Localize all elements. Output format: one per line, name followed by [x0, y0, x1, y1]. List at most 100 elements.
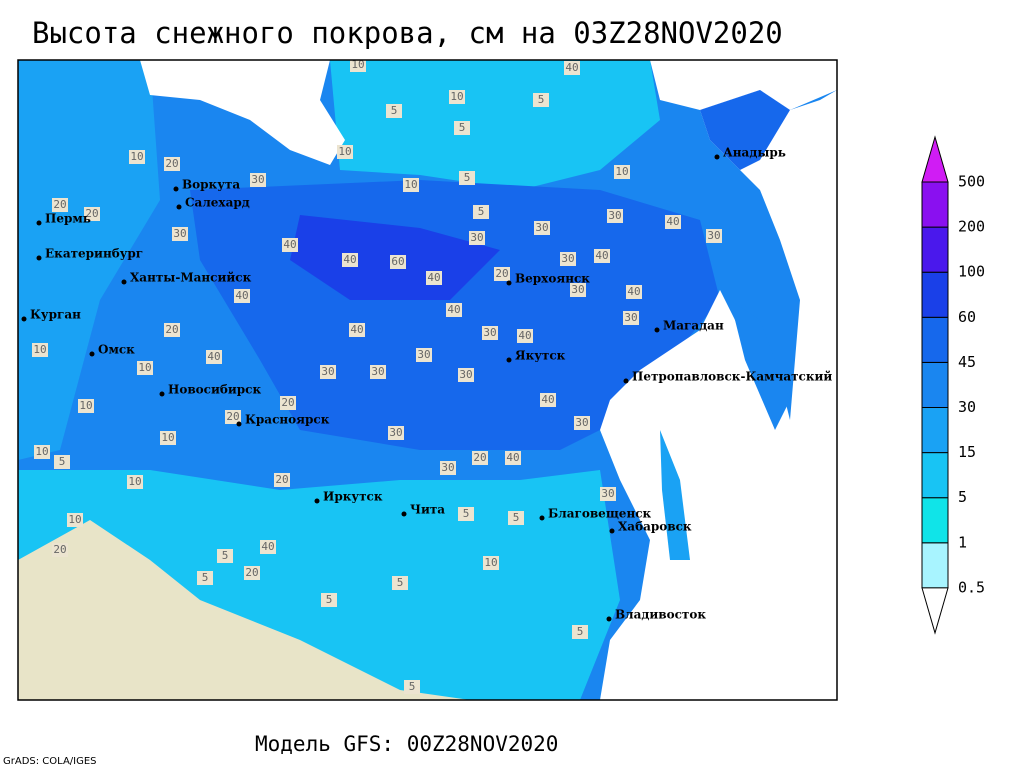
- city-dot: [89, 351, 95, 357]
- contour-label-box: [472, 451, 488, 465]
- contour-label-box: [164, 323, 180, 337]
- contour-label-box: [172, 227, 188, 241]
- colorbar-swatch: [921, 271, 949, 318]
- contour-label: 30: [470, 231, 483, 244]
- contour-label-box: [320, 365, 336, 379]
- contour-label-box: [342, 253, 358, 267]
- contour-label: 5: [538, 93, 545, 106]
- colorbar-label: 200: [958, 218, 985, 236]
- colorbar-swatch: [921, 316, 949, 363]
- contour-label-box: [137, 361, 153, 375]
- contour-label: 5: [202, 571, 209, 584]
- contour-label-box: [494, 267, 510, 281]
- contour-label: 10: [338, 145, 351, 158]
- contour-label: 40: [627, 285, 640, 298]
- colorbar-label: 60: [958, 308, 976, 326]
- contour-label-box: [594, 249, 610, 263]
- contour-label: 40: [235, 289, 248, 302]
- contour-label: 30: [173, 227, 186, 240]
- contour-label: 5: [326, 593, 333, 606]
- contour-label: 10: [138, 361, 151, 374]
- contour-label-box: [416, 348, 432, 362]
- contour-label: 5: [59, 455, 66, 468]
- contour-label-box: [234, 289, 250, 303]
- contour-label: 30: [624, 311, 637, 324]
- contour-label: 30: [389, 426, 402, 439]
- contour-label-box: [426, 271, 442, 285]
- city-label: Верхоянск: [515, 272, 590, 286]
- contour-label-box: [517, 329, 533, 343]
- contour-label: 30: [707, 229, 720, 242]
- contour-label: 20: [226, 410, 239, 423]
- contour-label: 10: [484, 556, 497, 569]
- city-label: Петропавловск-Камчатский: [632, 370, 832, 384]
- contour-label: 40: [207, 350, 220, 363]
- contour-label-box: [386, 104, 402, 118]
- contour-label: 20: [165, 323, 178, 336]
- contour-label-box: [403, 178, 419, 192]
- city-label: Салехард: [185, 196, 250, 210]
- contour-label-box: [350, 60, 366, 72]
- contour-label: 5: [463, 507, 470, 520]
- contour-label-box: [505, 451, 521, 465]
- city-dot: [654, 327, 660, 333]
- city-dot: [176, 204, 182, 210]
- contour-label-box: [482, 326, 498, 340]
- city-dot: [401, 511, 407, 517]
- contour-label-box: [260, 540, 276, 554]
- contour-label: 30: [441, 461, 454, 474]
- contour-label: 30: [417, 348, 430, 361]
- contour-label: 30: [371, 365, 384, 378]
- contour-label: 5: [409, 680, 416, 693]
- contour-label: 40: [541, 393, 554, 406]
- contour-label: 40: [283, 238, 296, 251]
- city-label: Курган: [30, 308, 81, 322]
- contour-label: 30: [608, 209, 621, 222]
- city-label: Пермь: [45, 212, 91, 226]
- contour-label: 20: [53, 198, 66, 211]
- contour-label: 10: [615, 165, 628, 178]
- contour-label-box: [197, 571, 213, 585]
- contour-label-box: [458, 368, 474, 382]
- contour-label-box: [225, 410, 241, 424]
- colorbar-swatch: [921, 181, 949, 228]
- contour-label: 30: [459, 368, 472, 381]
- contour-label-box: [337, 145, 353, 159]
- contour-label-box: [160, 431, 176, 445]
- colorbar-label: 1: [958, 533, 967, 551]
- colorbar-label: 100: [958, 263, 985, 281]
- contour-label-box: [564, 61, 580, 75]
- model-caption: Модель GFS: 00Z28NOV2020: [255, 732, 558, 756]
- colorbar-swatch: [921, 542, 949, 589]
- contour-label-box: [52, 543, 68, 557]
- contour-label-box: [473, 205, 489, 219]
- contour-label: 30: [251, 173, 264, 186]
- contour-label: 30: [601, 487, 614, 500]
- contour-label-box: [32, 343, 48, 357]
- contour-label: 20: [275, 473, 288, 486]
- contour-label: 30: [535, 221, 548, 234]
- colorbar-swatch: [921, 587, 949, 635]
- city-dot: [314, 498, 320, 504]
- contour-label-box: [623, 311, 639, 325]
- contour-label: 40: [565, 61, 578, 74]
- contour-label-box: [127, 475, 143, 489]
- contour-label-box: [508, 511, 524, 525]
- contour-label-box: [164, 157, 180, 171]
- contour-label: 10: [128, 475, 141, 488]
- contour-label: 5: [222, 549, 229, 562]
- contour-label-box: [574, 416, 590, 430]
- contour-label-box: [600, 487, 616, 501]
- snow-west: [18, 60, 160, 460]
- colorbar-swatch: [921, 361, 949, 408]
- city-label: Хабаровск: [618, 520, 692, 534]
- contour-label-box: [129, 150, 145, 164]
- contour-label-box: [534, 221, 550, 235]
- contour-label: 30: [483, 326, 496, 339]
- city-label: Владивосток: [615, 608, 706, 622]
- contour-label: 20: [473, 451, 486, 464]
- contour-label-box: [626, 285, 642, 299]
